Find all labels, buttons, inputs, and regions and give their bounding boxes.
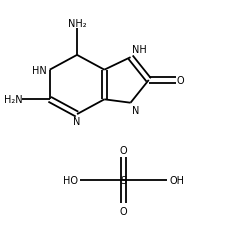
Text: S: S [121, 175, 127, 185]
Text: HO: HO [63, 175, 78, 185]
Text: N: N [132, 106, 140, 115]
Text: NH₂: NH₂ [68, 18, 86, 28]
Text: OH: OH [170, 175, 185, 185]
Text: O: O [120, 206, 128, 216]
Text: H₂N: H₂N [4, 95, 22, 105]
Text: O: O [176, 76, 184, 86]
Text: O: O [120, 145, 128, 155]
Text: HN: HN [32, 66, 46, 75]
Text: NH: NH [132, 45, 147, 54]
Text: N: N [73, 117, 81, 127]
